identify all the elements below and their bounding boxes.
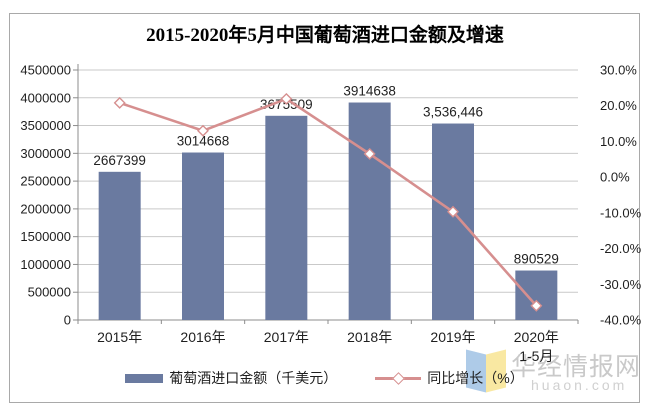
line-marker-2015年 [113, 96, 126, 109]
line-marker-2017年 [280, 92, 293, 105]
x-axis-label-2017年: 2017年 [264, 329, 309, 345]
right-axis-tick-label: 20.0% [600, 98, 637, 113]
bar-2019年 [432, 123, 474, 320]
chart-title: 2015-2020年5月中国葡萄酒进口金额及增速 [146, 25, 504, 46]
left-axis-tick-label: 4500000 [20, 63, 71, 78]
bar-value-label: 3014668 [177, 134, 230, 149]
x-axis-label-2020年: 2020年 [514, 329, 559, 345]
x-axis-label-2018年: 2018年 [347, 329, 392, 345]
line-marker-2018年 [363, 147, 376, 160]
legend-label-import-amount: 葡萄酒进口金额（千美元） [169, 370, 338, 386]
bar-series-swatch-icon [125, 373, 164, 383]
bar-2020年 [515, 270, 558, 320]
diamond-marker-icon [392, 372, 406, 385]
right-axis-tick-label: -10.0% [600, 205, 642, 220]
line-marker-2019年 [447, 205, 459, 218]
bar-2015年 [98, 171, 141, 320]
right-axis-tick-label: -20.0% [600, 241, 642, 256]
chart-legend: 葡萄酒进口金额（千美元） 同比增长（%） [10, 367, 639, 389]
watermark-site-name: 华经情报网 [511, 353, 642, 381]
legend-label-yoy-growth: 同比增长（%） [427, 370, 524, 386]
bar-value-label: 3914638 [343, 84, 396, 99]
left-axis-tick-label: 2000000 [20, 201, 71, 216]
chart-frame [9, 13, 640, 403]
left-axis-tick-label: 500000 [28, 285, 71, 300]
right-axis-tick-label: 30.0% [600, 63, 637, 78]
right-axis-tick-label: 10.0% [600, 134, 637, 149]
bar-value-label: 3,536,446 [423, 105, 483, 120]
bar-2017年 [265, 115, 308, 320]
legend-item-import-amount: 葡萄酒进口金额（千美元） [125, 368, 337, 388]
bar-2016年 [182, 152, 224, 320]
bar-value-label: 890529 [514, 252, 559, 267]
left-axis-tick-label: 1000000 [20, 257, 71, 272]
line-series-swatch-icon [375, 372, 422, 385]
x-axis-label-2015年: 2015年 [97, 329, 142, 345]
left-axis-tick-label: 4000000 [20, 90, 71, 105]
x-axis-label-2019年: 2019年 [430, 329, 475, 345]
x-axis-label-2016年: 2016年 [180, 329, 225, 345]
left-axis-tick-label: 1500000 [20, 229, 71, 244]
left-axis-tick-label: 3000000 [20, 146, 71, 161]
bar-value-label: 2667399 [93, 153, 146, 168]
right-axis-tick-label: -40.0% [600, 313, 642, 328]
legend-item-yoy-growth: 同比增长（%） [375, 368, 524, 388]
growth-line [118, 97, 538, 308]
line-marker-2016年 [197, 124, 209, 137]
left-axis-tick-label: 0 [64, 313, 71, 328]
left-axis-tick-label: 3500000 [20, 118, 71, 133]
x-axis-sublabel: 1-5月 [519, 348, 553, 364]
right-axis-tick-label: 0.0% [600, 170, 630, 185]
right-axis-tick-label: -30.0% [600, 277, 642, 292]
left-axis-tick-label: 2500000 [20, 174, 71, 189]
bar-2018年 [348, 102, 391, 320]
line-marker-2020年 [530, 299, 543, 312]
watermark-site-url: huaon.com [531, 377, 628, 393]
